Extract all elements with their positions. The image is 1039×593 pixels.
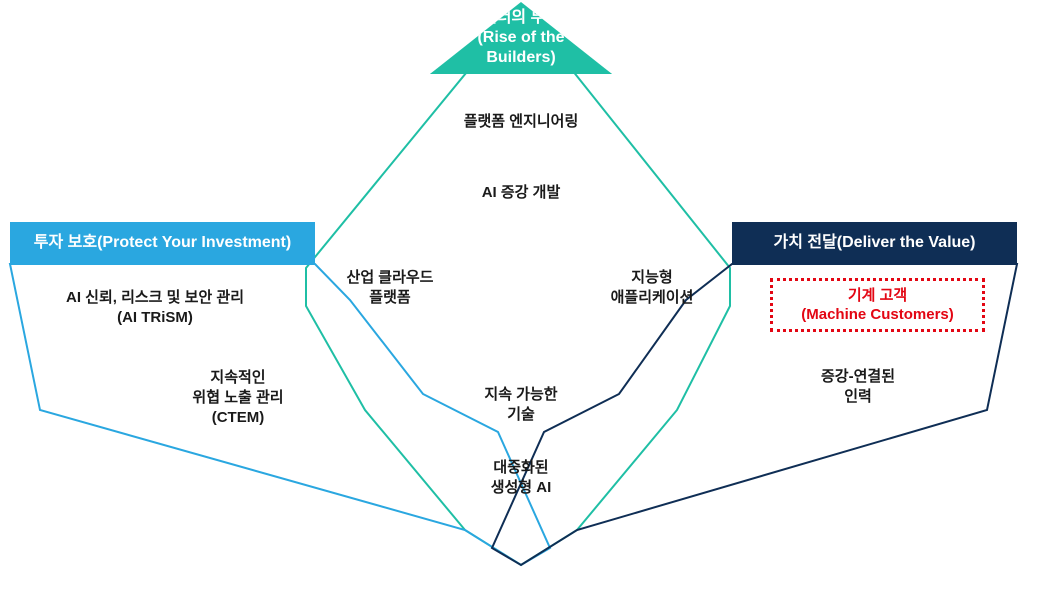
header-left: 투자 보호(Protect Your Investment) (10, 222, 315, 264)
label-industry-cloud: 산업 클라우드플랫폼 (347, 268, 434, 309)
label-ai-trism: AI 신뢰, 리스크 및 보안 관리(AI TRiSM) (66, 288, 244, 329)
header-right-text: 가치 전달(Deliver the Value) (773, 233, 975, 253)
highlight-text: 기계 고객(Machine Customers) (801, 286, 954, 325)
label-intelligent-apps: 지능형애플리케이션 (611, 268, 694, 309)
label-sustainable-tech: 지속 가능한기술 (484, 385, 557, 426)
label-gen-ai: 대중화된생성형 AI (491, 458, 552, 499)
header-right: 가치 전달(Deliver the Value) (732, 222, 1017, 264)
label-platform-eng: 플랫폼 엔지니어링 (464, 112, 579, 132)
highlight-machine-customers: 기계 고객(Machine Customers) (770, 278, 985, 332)
header-left-text: 투자 보호(Protect Your Investment) (34, 233, 291, 253)
label-aug-workforce: 증강-연결된인력 (821, 367, 895, 408)
label-ctem: 지속적인위협 노출 관리(CTEM) (192, 368, 283, 429)
label-ai-aug-dev: AI 증강 개발 (482, 183, 561, 203)
